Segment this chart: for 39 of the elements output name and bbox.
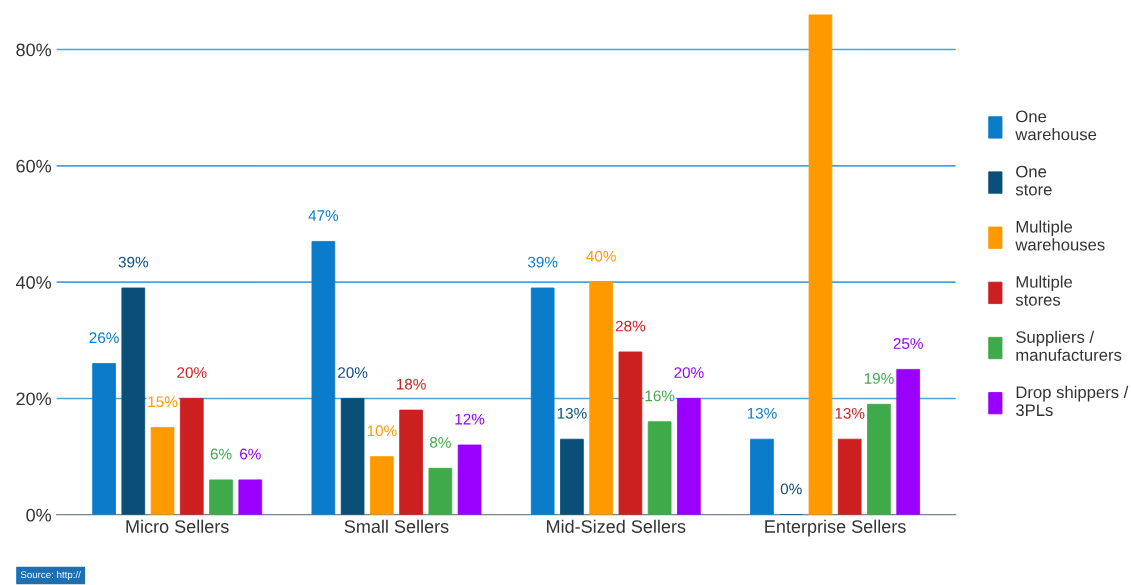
legend-label: One store: [1015, 165, 1052, 196]
data-label: 39%: [118, 256, 149, 268]
legend-label: One warehouse: [1015, 110, 1097, 141]
data-label: 12%: [455, 413, 485, 425]
data-label: 40%: [586, 250, 616, 262]
data-label: 6%: [210, 448, 232, 460]
source-note: Source: http://: [20, 570, 81, 580]
data-label: 6%: [240, 448, 261, 460]
legend-label: Multiple warehouses: [1015, 220, 1105, 251]
data-label: 16%: [645, 390, 675, 402]
data-label: 0%: [780, 483, 802, 495]
data-label: 15%: [148, 396, 178, 408]
data-label: 39%: [527, 256, 558, 268]
data-label: 26%: [89, 332, 119, 344]
x-tick-label: Enterprise Sellers: [765, 519, 906, 537]
data-label: 10%: [367, 425, 397, 437]
data-label: 20%: [674, 367, 704, 379]
y-tick-label: 20%: [16, 392, 52, 406]
legend-label: Suppliers / manufacturers: [1016, 330, 1122, 361]
legend-label: Drop shippers / 3PLs: [1015, 385, 1129, 417]
data-label: 19%: [864, 373, 894, 384]
data-label: 13%: [747, 407, 777, 419]
data-label: 13%: [557, 407, 587, 419]
data-label: 20%: [177, 367, 207, 379]
data-label: 47%: [308, 210, 339, 221]
data-label: 28%: [615, 320, 646, 332]
data-label: 8%: [429, 436, 451, 448]
y-tick-label: 40%: [15, 276, 52, 289]
legend-label: Multiple stores: [1015, 275, 1073, 306]
y-tick-label: 0%: [26, 508, 52, 522]
data-label: 25%: [893, 338, 923, 349]
y-tick-label: 80%: [16, 43, 52, 57]
x-tick-label: Mid-Sized Sellers: [547, 519, 686, 533]
data-label: 18%: [396, 378, 426, 390]
x-tick-label: Small Sellers: [344, 519, 449, 533]
data-label: 13%: [835, 407, 865, 419]
y-tick-label: 60%: [16, 159, 52, 173]
data-label: 20%: [338, 367, 368, 379]
x-tick-label: Micro Sellers: [126, 519, 229, 533]
